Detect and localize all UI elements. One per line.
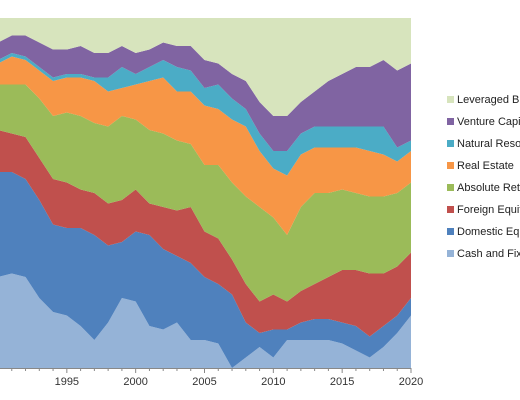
legend-label: Venture Capital: [457, 116, 520, 128]
x-tick-label: 2015: [330, 376, 354, 388]
x-tick-label: 2005: [192, 376, 216, 388]
legend-swatch: [447, 228, 454, 235]
legend-swatch: [447, 118, 454, 125]
x-axis: 1995 2000 2005 2010 2015 2020: [11, 368, 423, 388]
legend-label: Natural Resources: [457, 138, 520, 150]
legend-label: Cash and Fixed Income: [457, 248, 520, 260]
legend-swatch: [447, 162, 454, 169]
area-foreign-equity: [0, 130, 411, 337]
legend-label: Domestic Equity: [457, 226, 520, 238]
x-tick-label: 2000: [123, 376, 147, 388]
legend-label: Leveraged Buyouts: [457, 94, 520, 106]
area-leveraged-buyouts: [0, 18, 411, 116]
legend-swatch: [447, 250, 454, 257]
x-tick-label: 2010: [261, 376, 285, 388]
area-venture-capital: [0, 35, 411, 151]
legend-label: Real Estate: [457, 160, 514, 172]
legend-swatch: [447, 206, 454, 213]
legend-swatch: [447, 184, 454, 191]
legend-label: Absolute Return: [457, 182, 520, 194]
legend-label: Foreign Equity: [457, 204, 520, 216]
x-tick-label: 1995: [55, 376, 79, 388]
legend-swatch: [447, 140, 454, 147]
area-cash-and-fixed-income: [0, 273, 411, 368]
plot-area: [0, 18, 411, 368]
area-absolute-return: [0, 84, 411, 302]
area-natural-resources: [0, 53, 411, 176]
area-real-estate: [0, 56, 411, 235]
x-tick-label: 2020: [399, 376, 423, 388]
legend-swatch: [447, 96, 454, 103]
legend: Leveraged Buyouts Venture Capital Natural …: [447, 94, 520, 260]
area-domestic-equity: [0, 172, 411, 368]
